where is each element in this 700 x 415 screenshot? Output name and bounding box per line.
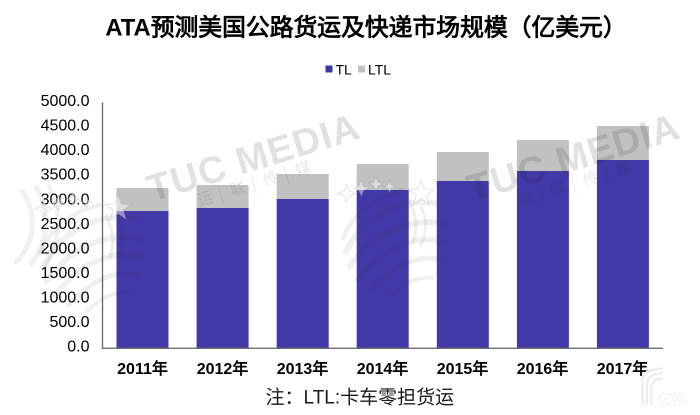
svg-text:2016年: 2016年: [517, 359, 569, 378]
svg-text:3000.0: 3000.0: [41, 191, 90, 208]
svg-text:2017年: 2017年: [597, 359, 649, 378]
svg-text:4500.0: 4500.0: [41, 118, 90, 135]
svg-text:4000.0: 4000.0: [41, 142, 90, 159]
svg-text:3500.0: 3500.0: [41, 167, 90, 184]
svg-text:2011年: 2011年: [117, 359, 168, 378]
svg-text:2014年: 2014年: [357, 359, 409, 378]
svg-text:ATA预测美国公路货运及快递市场规模（亿美元）: ATA预测美国公路货运及快递市场规模（亿美元）: [105, 14, 626, 42]
svg-text:2013年: 2013年: [277, 359, 329, 378]
svg-text:2012年: 2012年: [197, 359, 249, 378]
svg-text:5000.0: 5000.0: [41, 93, 90, 110]
svg-text:0.0: 0.0: [67, 339, 89, 356]
svg-text:TL: TL: [336, 62, 353, 78]
svg-text:500.0: 500.0: [49, 314, 89, 331]
svg-text:亿欧: 亿欧: [657, 391, 687, 408]
svg-text:注：LTL:卡车零担货运: 注：LTL:卡车零担货运: [266, 387, 455, 409]
svg-text:LTL: LTL: [368, 62, 391, 78]
svg-text:2015年: 2015年: [437, 359, 489, 378]
